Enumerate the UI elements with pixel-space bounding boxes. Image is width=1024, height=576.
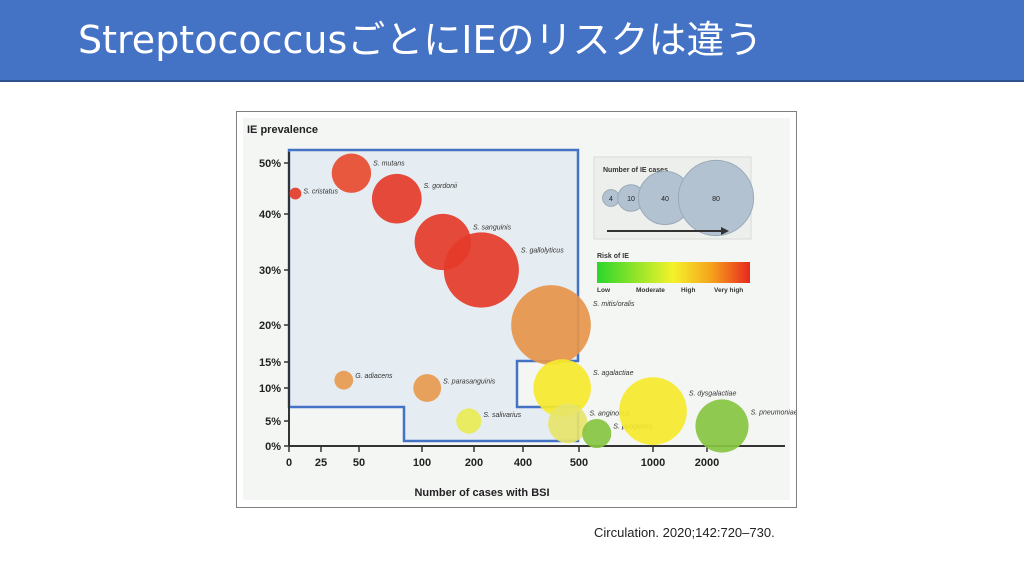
risk-legend-label: Moderate <box>636 287 665 294</box>
risk-gradient-bar <box>597 262 750 283</box>
citation: Circulation. 2020;142:720–730. <box>594 525 775 540</box>
x-tick-label: 500 <box>570 457 588 469</box>
size-legend-title: Number of IE cases <box>603 167 668 174</box>
x-tick-label: 50 <box>353 457 365 469</box>
bubble-chart: IE prevalence Number of cases with BSI 0… <box>243 118 796 500</box>
figure-frame: IE prevalence Number of cases with BSI 0… <box>236 111 797 508</box>
bubble-label: S. pneumoniae <box>751 409 796 416</box>
y-tick-label: 15% <box>259 357 281 369</box>
x-tick-label: 400 <box>514 457 532 469</box>
bubble <box>334 370 354 390</box>
risk-legend-title: Risk of IE <box>597 253 629 260</box>
y-tick-label: 20% <box>259 320 281 332</box>
y-tick-label: 50% <box>259 158 281 170</box>
bubble-label: S. anginosus <box>589 411 630 418</box>
risk-legend-label: High <box>681 287 695 294</box>
title-bar: StreptococcusごとにIEのリスクは違う <box>0 0 1024 82</box>
y-tick-label: 30% <box>259 265 281 277</box>
x-tick-label: 200 <box>465 457 483 469</box>
x-tick-label: 100 <box>413 457 431 469</box>
bubble-label: S. mitis/oralis <box>593 301 635 308</box>
bubble <box>619 377 687 445</box>
bubble <box>443 232 519 308</box>
bubble-label: S. gallolyticus <box>521 247 564 254</box>
x-axis-title: Number of cases with BSI <box>414 487 549 499</box>
bubble <box>456 408 482 434</box>
bubble-label: S. salivarius <box>483 412 521 419</box>
bubble <box>511 285 591 365</box>
bubble <box>413 374 442 402</box>
y-tick-label: 0% <box>265 441 281 453</box>
x-tick-label: 25 <box>315 457 327 469</box>
size-legend-value: 40 <box>661 196 669 203</box>
risk-legend-label: Very high <box>714 287 743 294</box>
bubble-label: S. cristatus <box>303 188 338 195</box>
x-tick-label: 1000 <box>641 457 665 469</box>
bubble-label: S. sanguinis <box>473 225 512 232</box>
bubble <box>533 359 591 417</box>
bubble-label: S. parasanguinis <box>443 378 496 385</box>
bubble <box>331 153 372 193</box>
bubble-label: S. gordonii <box>424 183 458 190</box>
y-axis-title: IE prevalence <box>247 124 318 136</box>
size-legend-value: 80 <box>712 196 720 203</box>
size-legend-arrow-head <box>721 227 729 235</box>
bubble-label: G. adiacens <box>355 373 393 380</box>
bubble <box>695 399 749 453</box>
x-tick-label: 0 <box>286 457 292 469</box>
bubble-label: S. dysgalactiae <box>689 390 737 397</box>
bubble <box>289 187 302 200</box>
bubble <box>548 403 588 444</box>
risk-legend-label: Low <box>597 287 611 294</box>
x-tick-label: 2000 <box>695 457 719 469</box>
bubble-label: S. mutans <box>373 160 405 167</box>
y-tick-label: 5% <box>265 416 281 428</box>
size-legend-value: 10 <box>627 196 635 203</box>
size-legend-bubble <box>677 159 755 237</box>
bubble <box>371 173 422 224</box>
bubble <box>582 418 612 449</box>
size-legend-value: 4 <box>609 196 613 203</box>
y-tick-label: 40% <box>259 209 281 221</box>
bubble-label: S. agalactiae <box>593 370 634 377</box>
slide-title: StreptococcusごとにIEのリスクは違う <box>78 18 763 62</box>
y-tick-label: 10% <box>259 383 281 395</box>
